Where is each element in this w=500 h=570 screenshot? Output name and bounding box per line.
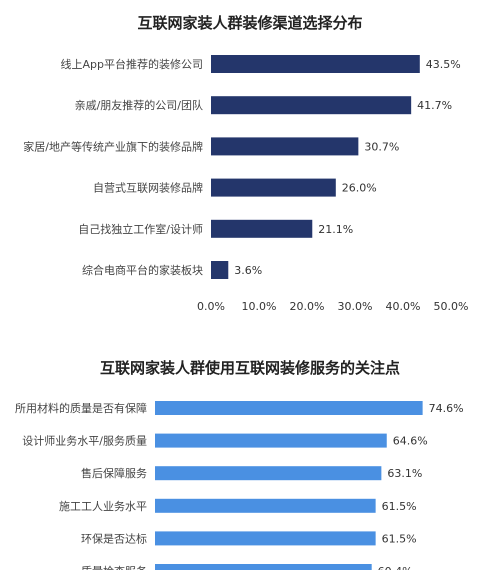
bar xyxy=(211,55,420,73)
data-label: 26.0% xyxy=(342,182,377,195)
category-label: 所用材料的质量是否有保障 xyxy=(15,401,147,415)
data-label: 74.6% xyxy=(429,402,464,415)
category-label: 亲戚/朋友推荐的公司/团队 xyxy=(75,98,203,112)
x-tick-label: 30.0% xyxy=(338,300,373,313)
data-label: 21.1% xyxy=(318,223,353,236)
x-tick-label: 20.0% xyxy=(290,300,325,313)
category-label: 售后保障服务 xyxy=(81,466,147,480)
chart-title: 互联网家装人群装修渠道选择分布 xyxy=(137,14,362,32)
category-label: 线上App平台推荐的装修公司 xyxy=(61,57,204,71)
category-label: 环保是否达标 xyxy=(81,531,147,545)
category-label: 自己找独立工作室/设计师 xyxy=(78,222,203,236)
bar xyxy=(155,466,382,481)
bar xyxy=(211,96,412,115)
data-label: 64.6% xyxy=(393,435,428,448)
bar xyxy=(211,178,336,197)
bar xyxy=(155,401,423,415)
data-label: 61.5% xyxy=(382,532,417,545)
data-label: 61.5% xyxy=(382,500,417,513)
bar xyxy=(155,564,372,570)
bar xyxy=(155,498,376,513)
bar xyxy=(155,433,387,448)
data-label: 63.1% xyxy=(387,467,422,480)
data-label: 3.6% xyxy=(234,264,262,277)
x-tick-label: 10.0% xyxy=(242,300,277,313)
bar xyxy=(211,137,359,156)
category-label: 质量检查服务 xyxy=(81,564,147,570)
data-label: 41.7% xyxy=(417,99,452,112)
category-label: 家居/地产等传统产业旗下的装修品牌 xyxy=(23,139,203,153)
data-label: 60.4% xyxy=(378,565,413,570)
concern-chart: 所用材料的质量是否有保障 74.6% 设计师业务水平/服务质量 64.6% 售后保障服务… xyxy=(15,401,464,570)
category-label: 综合电商平台的家装板块 xyxy=(82,263,203,277)
data-label: 43.5% xyxy=(426,58,461,71)
category-label: 自营式互联网装修品牌 xyxy=(93,181,203,195)
bar xyxy=(211,219,313,238)
channel-chart: 线上App平台推荐的装修公司 43.5% 亲戚/朋友推荐的公司/团队 41.7% 家居/… xyxy=(23,55,468,313)
x-tick-label: 40.0% xyxy=(386,300,421,313)
chart-title: 互联网家装人群使用互联网装修服务的关注点 xyxy=(100,359,400,377)
category-label: 施工工人业务水平 xyxy=(59,500,147,513)
x-tick-label: 50.0% xyxy=(434,300,469,313)
bar xyxy=(211,261,229,279)
category-label: 设计师业务水平/服务质量 xyxy=(22,435,147,448)
data-label: 30.7% xyxy=(364,140,399,153)
bar xyxy=(155,531,376,546)
x-tick-label: 0.0% xyxy=(197,300,225,313)
